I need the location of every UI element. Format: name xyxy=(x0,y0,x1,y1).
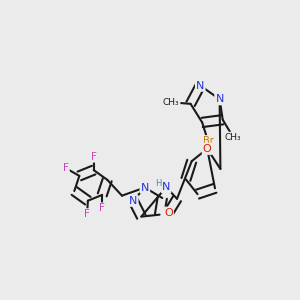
Text: F: F xyxy=(99,203,105,214)
Text: N: N xyxy=(141,182,149,193)
Text: N: N xyxy=(162,182,170,192)
Text: N: N xyxy=(129,196,137,206)
Text: H: H xyxy=(155,179,162,188)
Text: O: O xyxy=(203,144,212,154)
Text: F: F xyxy=(84,209,90,219)
Text: Br: Br xyxy=(202,136,213,146)
Text: F: F xyxy=(63,163,69,173)
Text: CH₃: CH₃ xyxy=(225,133,242,142)
Text: CH₃: CH₃ xyxy=(163,98,179,107)
Text: O: O xyxy=(164,208,173,218)
Text: N: N xyxy=(215,94,224,104)
Text: F: F xyxy=(91,152,97,161)
Text: N: N xyxy=(196,81,204,91)
